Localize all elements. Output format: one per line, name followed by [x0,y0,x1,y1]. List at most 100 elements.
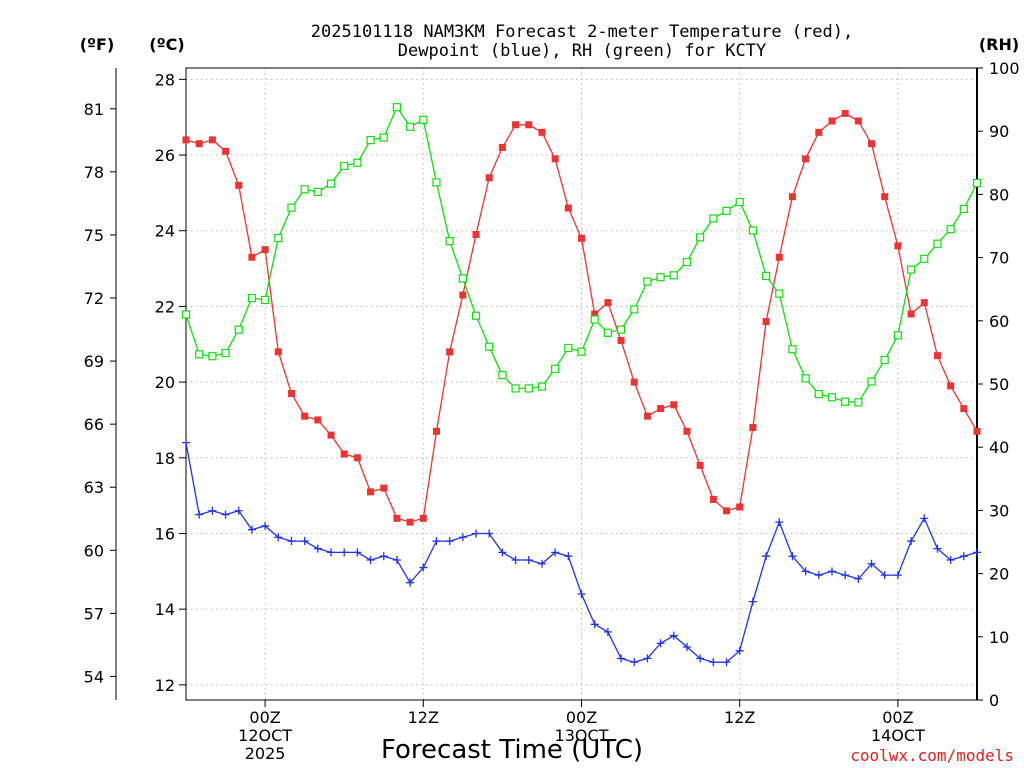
series-0-point-17 [406,518,414,526]
series-0-point-13 [353,454,361,462]
series-1-point-49 [827,567,836,576]
rh-tick-30: 30 [989,501,1009,520]
celsius-tick-16: 16 [155,524,175,543]
fahrenheit-tick-81: 81 [84,100,104,119]
series-0-point-34 [630,378,638,386]
series-2-point-45 [775,289,784,298]
celsius-tick-12: 12 [155,676,175,695]
series-1-point-35 [643,654,652,663]
series-0-point-60 [973,427,981,435]
time-tick-label-1-0: 12Z [408,708,439,727]
x-axis-label: Forecast Time (UTC) [381,735,643,765]
series-2-point-36 [656,273,665,282]
rh-tick-80: 80 [989,185,1009,204]
series-1-point-16 [392,555,401,564]
series-1-point-54 [893,571,902,580]
series-0-point-42 [736,503,744,511]
series-2-point-28 [551,364,560,373]
series-2-point-40 [709,214,718,223]
series-1-point-26 [524,555,533,564]
series-2-point-35 [643,277,652,286]
series-1-point-18 [419,563,428,572]
series-2-point-6 [261,295,270,305]
series-0-point-10 [314,416,322,424]
celsius-tick-14: 14 [155,600,175,619]
fahrenheit-tick-60: 60 [84,541,104,560]
series-2-point-1 [195,350,204,359]
series-2-point-60 [972,178,982,188]
series-2-point-41 [722,206,731,215]
rh-axis-ticks: 0 10 20 30 40 50 60 70 80 90 100 [977,59,1020,710]
fahrenheit-tick-69: 69 [84,352,104,371]
series-0-point-23 [485,174,493,182]
series-0-point-45 [775,253,783,261]
series-1-point-28 [551,548,560,557]
series-2-point-51 [854,398,863,407]
series-2-point-5 [247,293,257,303]
series-1-point-11 [327,548,336,557]
series-2-point-48 [814,390,823,399]
series-2-point-32 [603,328,612,337]
series-2-meter-temperature [182,109,981,526]
series-1-point-47 [801,567,810,576]
series-1-point-7 [274,533,283,542]
series-2-point-58 [946,225,955,234]
series-1-point-52 [867,559,876,568]
series-1-point-37 [669,631,678,640]
fahrenheit-tick-54: 54 [84,667,104,686]
rh-tick-60: 60 [989,312,1009,331]
series-1-point-40 [709,658,718,667]
series-0-point-11 [327,431,335,439]
series-1-point-24 [498,548,507,557]
series-1-point-39 [696,654,705,663]
series-0-point-9 [301,412,309,420]
series-0-point-5 [248,253,256,261]
series-1-point-53 [880,571,889,580]
fahrenheit-tick-63: 63 [84,478,104,497]
series-2-point-4 [234,325,243,334]
series-1-point-57 [933,544,942,553]
time-tick-label-3-0: 12Z [724,708,755,727]
series-2-point-20 [445,237,454,246]
series-0-point-54 [894,242,902,250]
series-rh [181,103,982,407]
series-0-point-26 [525,121,533,129]
series-2-point-18 [419,115,428,124]
series-1-point-0 [182,438,190,447]
series-1-point-44 [762,552,771,561]
series-2-point-33 [616,325,626,334]
series-0-point-0 [182,136,190,144]
credit-link[interactable]: coolwx.com/models [850,746,1014,765]
series-2-point-10 [313,187,322,196]
series-2-point-14 [366,135,375,145]
series-2-point-49 [827,393,837,402]
series-0-point-58 [947,382,955,390]
series-2-point-27 [537,382,547,391]
series-1-point-8 [287,537,296,546]
series-0-point-27 [538,128,546,136]
series-1-point-45 [775,518,784,527]
series-0-point-25 [512,121,520,129]
series-2-point-44 [761,271,771,281]
series-0-point-50 [841,109,849,117]
series-2-point-54 [893,331,903,340]
series-1-point-14 [366,555,375,564]
series-2-point-3 [221,348,230,358]
series-1-point-4 [234,506,243,515]
series-2-point-26 [524,384,533,393]
series-2-point-16 [392,103,402,112]
series-2-point-23 [485,342,494,351]
rh-axis-unit: (RH) [979,35,1019,54]
series-line-0 [185,112,978,523]
celsius-axis-ticks: 12 14 16 18 20 22 24 26 28 [155,70,186,695]
series-1-point-33 [617,654,626,663]
time-tick-label-2-1: 13OCT [555,726,609,745]
series-1-point-23 [485,529,494,538]
series-0-point-37 [670,401,678,409]
rh-tick-90: 90 [989,122,1009,141]
series-1-point-29 [564,552,573,561]
time-tick-label-0-0: 00Z [249,708,280,727]
series-0-point-43 [749,424,757,432]
series-0-point-48 [815,128,823,136]
